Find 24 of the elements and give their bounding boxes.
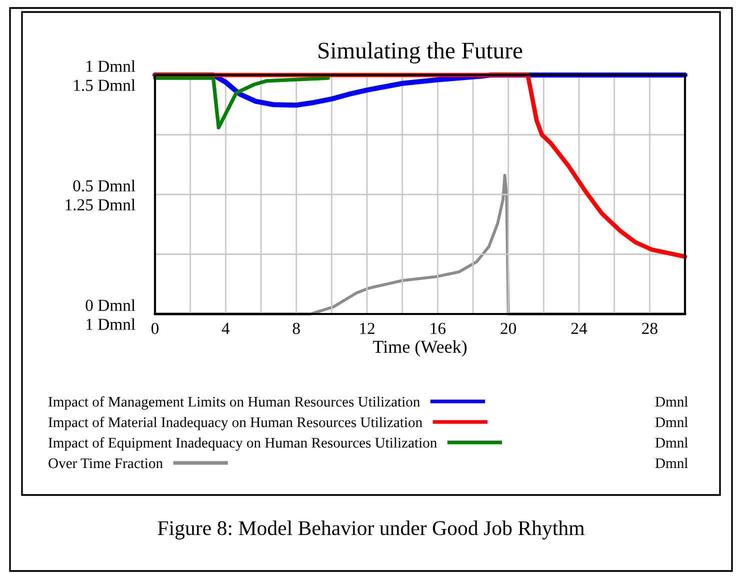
y2-tick-label: 1.5 Dmnl [74, 79, 136, 92]
legend-label: Impact of Equipment Inadequacy on Human Resources Utilization [48, 437, 437, 451]
legend-label: Impact of Material Inadequacy on Human Resources Utilization [48, 416, 422, 430]
x-tick-label: 4 [222, 322, 230, 334]
text: Dmnl [655, 416, 688, 428]
x-tick-label: 8 [292, 322, 300, 334]
y-tick-label: 0.5 Dmnl [73, 180, 136, 192]
legend-label: Impact of Management Limits on Human Resources Utilization [48, 396, 420, 410]
caption: Figure 8: Model Behavior under Good Job Rhythm [158, 520, 584, 540]
y-tick-label: 0 Dmnl [86, 299, 136, 311]
x-tick-label: 16 [430, 322, 446, 334]
y-tick-label: 1 Dmnl [86, 60, 136, 72]
text: Dmnl [655, 437, 688, 448]
x-tick-label: 12 [360, 322, 374, 334]
legend-label: Over Time Fraction [48, 458, 163, 468]
x-tick-label: 24 [571, 322, 588, 334]
y2-tick-label: 1.25 Dmnl [66, 198, 136, 211]
x-axis-title: Time (Week) [372, 340, 467, 357]
chart-title: Simulating the Future [318, 42, 522, 64]
x-tick-label: 0 [151, 322, 159, 334]
x-tick-label: 28 [642, 322, 658, 334]
text: Dmnl [655, 396, 688, 407]
x-tick-label: 20 [500, 322, 516, 334]
text: Dmnl [655, 458, 688, 468]
